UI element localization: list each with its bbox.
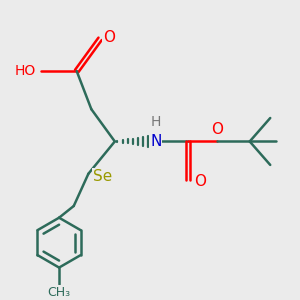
Text: N: N	[150, 134, 162, 149]
Text: H: H	[151, 116, 161, 129]
Text: CH₃: CH₃	[47, 286, 71, 299]
Text: O: O	[103, 30, 115, 45]
Text: O: O	[194, 174, 206, 189]
Text: Se: Se	[93, 169, 112, 184]
Text: HO: HO	[14, 64, 36, 78]
Text: O: O	[212, 122, 224, 137]
